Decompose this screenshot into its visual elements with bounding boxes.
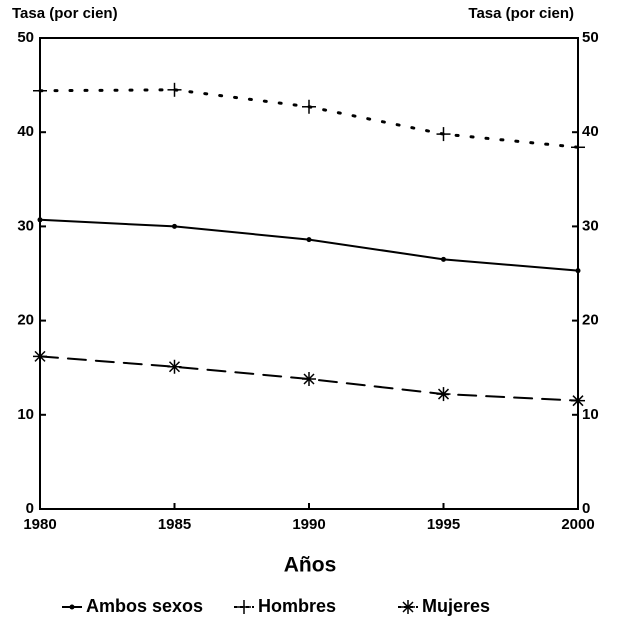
marker-dot	[172, 223, 177, 229]
y-tick-label: 30	[17, 217, 34, 234]
legend-label: Hombres	[258, 596, 336, 616]
x-tick-label: 1995	[427, 516, 460, 533]
series-line	[39, 218, 579, 272]
marker	[237, 600, 251, 614]
marker	[571, 140, 585, 155]
marker	[575, 268, 581, 274]
marker-dot	[37, 217, 43, 223]
y-tick-label: 10	[17, 406, 34, 423]
series-line	[38, 88, 580, 149]
y-tick-label: 40	[17, 123, 34, 140]
y2-axis-label: Tasa (por cien)	[468, 5, 574, 22]
marker-dot	[575, 268, 581, 274]
y-axis-label: Tasa (por cien)	[12, 5, 118, 22]
marker	[302, 99, 316, 114]
legend-label: Mujeres	[422, 596, 490, 616]
y2-tick-label: 40	[582, 123, 599, 140]
marker	[167, 82, 182, 97]
x-axis-label: Años	[284, 554, 337, 577]
marker	[33, 349, 47, 364]
marker	[571, 393, 585, 408]
marker	[436, 127, 451, 142]
marker	[401, 600, 415, 614]
marker-stroke	[303, 373, 315, 385]
x-tick-label: 1980	[23, 516, 56, 533]
marker	[441, 256, 446, 262]
y2-tick-label: 30	[582, 217, 599, 234]
x-tick-label: 1985	[158, 516, 191, 533]
marker	[69, 604, 75, 610]
y-tick-label: 20	[17, 312, 34, 329]
x-tick-label: 2000	[561, 516, 594, 533]
y2-tick-label: 0	[582, 500, 590, 517]
marker	[172, 223, 177, 229]
marker	[37, 217, 43, 223]
y2-tick-label: 10	[582, 406, 599, 423]
marker	[167, 359, 182, 374]
y2-tick-label: 20	[582, 312, 599, 329]
y-tick-label: 0	[26, 500, 34, 517]
marker	[302, 372, 316, 387]
marker-dot	[306, 237, 312, 243]
marker	[436, 387, 451, 402]
legend-label: Ambos sexos	[86, 596, 203, 616]
marker-stroke	[572, 395, 584, 407]
y2-tick-label: 50	[582, 29, 599, 46]
x-tick-label: 1990	[292, 516, 325, 533]
marker-stroke	[437, 388, 450, 400]
marker-stroke	[34, 350, 46, 362]
y-tick-label: 50	[17, 29, 34, 46]
marker-dot	[69, 604, 75, 610]
marker-stroke	[402, 601, 414, 613]
marker	[33, 83, 47, 98]
marker	[306, 237, 312, 243]
marker-dot	[441, 256, 446, 262]
marker-stroke	[168, 361, 181, 373]
